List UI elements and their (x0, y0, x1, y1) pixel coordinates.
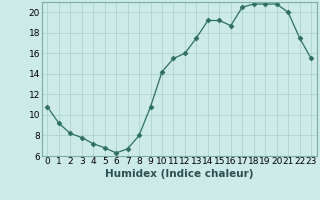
X-axis label: Humidex (Indice chaleur): Humidex (Indice chaleur) (105, 169, 253, 179)
